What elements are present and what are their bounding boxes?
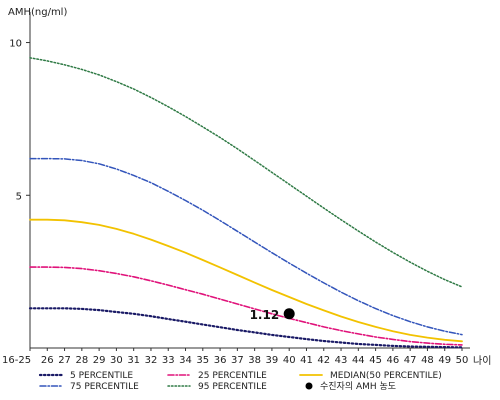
x-tick-label: 26: [41, 355, 54, 366]
x-tick-label: 29: [93, 355, 106, 366]
patient-amh-value: 1.12: [250, 308, 280, 322]
x-tick-label: 31: [127, 355, 140, 366]
x-ticks: 16-25 26 27 28 29 30 31 32 33 34 35 36 37 38 39 40 41 42 4…: [2, 348, 468, 366]
legend-marker-swatch: [305, 382, 313, 390]
x-tick-label: 50: [456, 355, 469, 366]
x-tick-label: 38: [248, 355, 261, 366]
x-tick-label: 40: [283, 355, 296, 366]
legend-label: 95 PERCENTILE: [198, 382, 267, 392]
patient-marker: 1.12: [250, 308, 295, 322]
x-tick-label: 43: [335, 355, 348, 366]
series-line-2: [29, 218, 463, 343]
patient-amh-point: [283, 308, 295, 320]
x-tick-label: 49: [438, 355, 451, 366]
series-line-4: [29, 57, 463, 288]
x-tick-label: 39: [266, 355, 279, 366]
x-tick-label: 46: [387, 355, 400, 366]
x-tick-label: 44: [352, 355, 365, 366]
series-line-1: [29, 266, 463, 346]
x-tick-label: 45: [369, 355, 382, 366]
legend: 5 PERCENTILE 25 PERCENTILE MEDIAN(50 PERCE…: [38, 371, 442, 392]
legend-label: 5 PERCENTILE: [70, 371, 133, 381]
series-lines: [28, 57, 464, 349]
x-tick-label: 27: [58, 355, 71, 366]
y-axis-label: AMH(ng/ml): [8, 7, 67, 18]
x-tick-label: 42: [317, 355, 330, 366]
y-tick-label: 5: [16, 191, 22, 202]
x-axis-label: 나이: [473, 355, 491, 367]
x-tick-label: 47: [404, 355, 417, 366]
y-ticks: 5 10: [9, 39, 30, 202]
x-tick-label: 41: [300, 355, 313, 366]
x-tick-label: 48: [421, 355, 434, 366]
legend-label: MEDIAN(50 PERCENTILE): [330, 371, 442, 381]
x-tick-label: 34: [179, 355, 192, 366]
series-line-0: [28, 307, 464, 349]
x-tick-label: 30: [110, 355, 123, 366]
legend-label: 수진자의 AMH 농도: [320, 381, 396, 392]
y-tick-label: 10: [9, 39, 22, 50]
x-tick-label: 36: [214, 355, 227, 366]
series-line-3: [29, 157, 463, 336]
legend-label: 25 PERCENTILE: [198, 371, 267, 381]
x-tick-label: 32: [145, 355, 158, 366]
x-tick-label: 33: [162, 355, 175, 366]
x-tick-label: 35: [196, 355, 209, 366]
x-tick-label: 16-25: [2, 355, 31, 366]
axes: [29, 12, 470, 349]
legend-label: 75 PERCENTILE: [70, 382, 139, 392]
x-tick-label: 37: [231, 355, 244, 366]
x-tick-label: 28: [75, 355, 88, 366]
